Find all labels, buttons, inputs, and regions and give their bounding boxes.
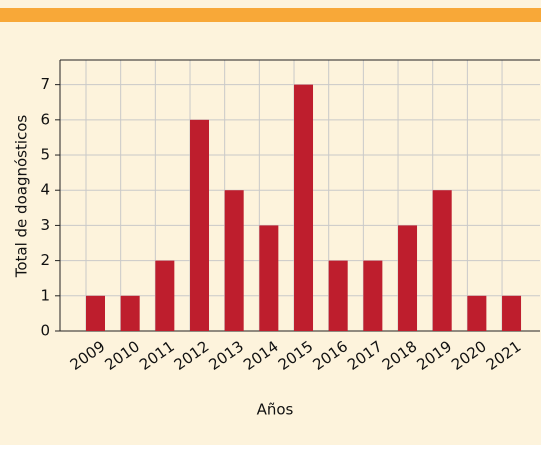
bar — [155, 260, 175, 331]
y-tick-label: 1 — [40, 286, 50, 304]
bar — [259, 225, 279, 331]
bar — [294, 84, 314, 332]
bar — [363, 260, 383, 331]
bar — [120, 295, 140, 331]
bar — [224, 190, 244, 331]
y-tick-label: 4 — [40, 181, 50, 199]
bar — [328, 260, 348, 331]
bar — [398, 225, 418, 331]
header-bar — [0, 8, 541, 22]
bar — [467, 295, 487, 331]
y-tick-label: 2 — [40, 251, 50, 269]
y-tick-label: 3 — [40, 216, 50, 234]
y-axis-label: Total de doagnósticos — [13, 115, 31, 279]
bar — [190, 119, 210, 331]
y-tick-label: 7 — [40, 75, 50, 93]
bar — [86, 295, 105, 331]
bar — [432, 190, 452, 331]
bar — [502, 295, 522, 331]
y-tick-label: 6 — [40, 110, 50, 128]
x-axis-label: Años — [257, 401, 294, 419]
y-tick-label: 0 — [40, 322, 50, 340]
y-tick-label: 5 — [40, 146, 50, 164]
